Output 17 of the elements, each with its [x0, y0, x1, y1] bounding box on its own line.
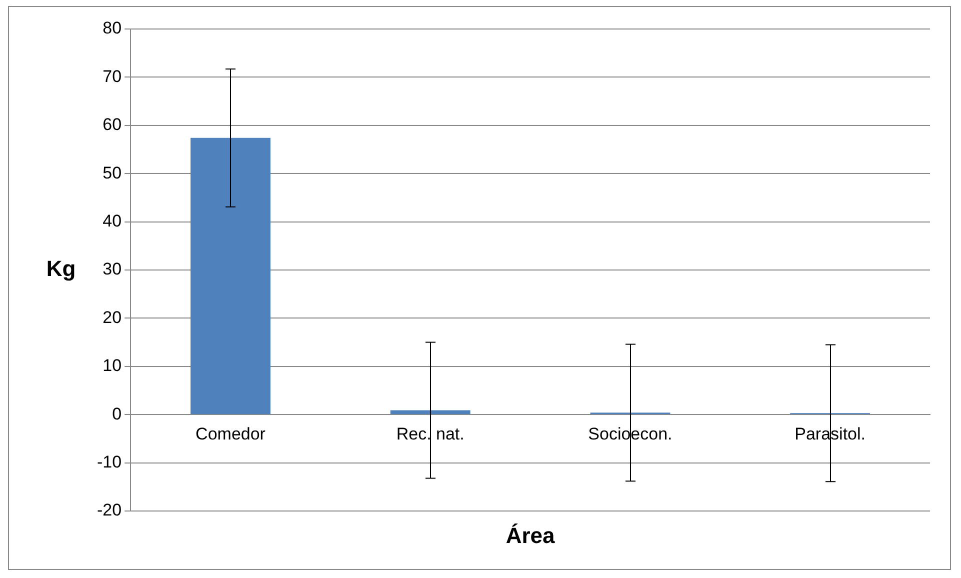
- y-tick-label: 50: [102, 163, 122, 182]
- x-axis-title: Área: [506, 523, 556, 548]
- x-tick-label: Comedor: [196, 424, 266, 444]
- y-tick-label: -10: [96, 452, 122, 472]
- y-tick-label: 60: [102, 115, 122, 134]
- bar: [190, 138, 270, 414]
- y-tick-label: 10: [102, 356, 122, 376]
- y-tick-label: 70: [102, 66, 122, 86]
- bar: [390, 410, 470, 414]
- y-tick-label: 40: [102, 211, 122, 230]
- y-tick-label: 80: [102, 18, 122, 38]
- y-tick-label: 30: [102, 260, 122, 279]
- y-tick-label: 20: [102, 308, 122, 327]
- y-tick-label: 0: [112, 404, 122, 424]
- y-axis-title: Kg: [46, 256, 76, 282]
- y-tick-label: -20: [96, 500, 122, 520]
- x-tick-label: Rec. nat.: [396, 424, 464, 444]
